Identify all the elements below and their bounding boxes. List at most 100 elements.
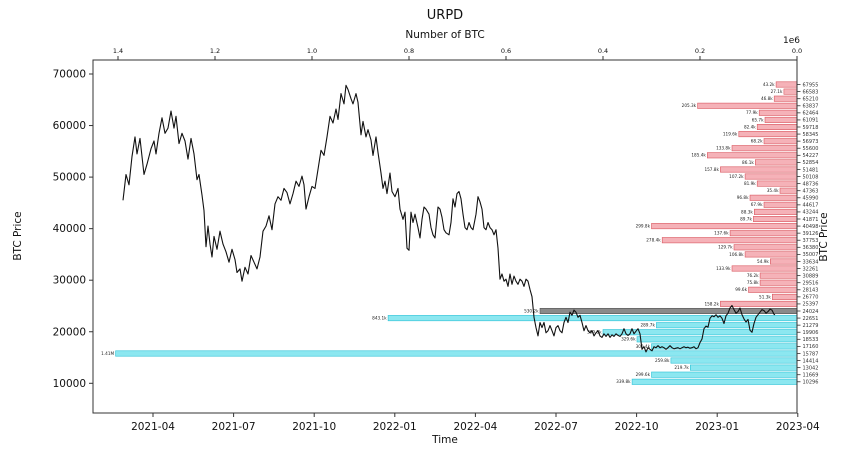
right-axis-price-label: 44617	[803, 203, 819, 209]
right-axis-price-label: 22651	[803, 316, 819, 322]
right-axis-price-label: 25397	[803, 302, 819, 308]
urpd-bar	[731, 145, 798, 152]
urpd-bar	[763, 201, 798, 208]
bar-value-label: 46.8k	[761, 96, 773, 101]
urpd-bar	[636, 336, 798, 343]
bar-value-label: 76.2k	[747, 273, 759, 278]
urpd-bar	[775, 81, 798, 88]
urpd-bar	[769, 258, 798, 265]
right-axis-price-label: 35007	[803, 252, 819, 258]
right-axis-price-label: 10296	[803, 380, 819, 386]
bottom-axis-tick-label: 2023-01	[695, 421, 739, 433]
right-axis-price-label: 17160	[803, 344, 819, 350]
bottom-axis-tick-label: 2022-10	[615, 421, 659, 433]
bar-value-label: 530.2k	[524, 308, 539, 313]
right-axis-price-label: 62464	[803, 111, 819, 117]
right-axis-price-label: 58345	[803, 132, 819, 138]
bar-value-label: 399.8k	[587, 330, 602, 335]
bar-value-label: 35.4k	[767, 188, 779, 193]
bar-value-label: 219.7k	[674, 365, 689, 370]
urpd-bar	[744, 173, 798, 180]
urpd-bar	[764, 116, 798, 123]
bar-value-label: 339.8k	[616, 379, 631, 384]
right-axis-price-label: 61091	[803, 118, 819, 124]
urpd-bar	[744, 251, 798, 258]
right-axis-price-label: 15787	[803, 351, 819, 357]
right-axis-price-label: 48736	[803, 181, 819, 187]
right-axis-price-label: 40498	[803, 224, 819, 230]
right-axis-price-label: 14414	[803, 358, 819, 364]
top-axis-tick-label: 0.4	[598, 47, 608, 55]
bar-value-label: 54.9k	[757, 259, 769, 264]
bar-value-label: 185.4k	[691, 153, 706, 158]
right-axis-price-label: 65210	[803, 97, 819, 103]
right-axis-price-label: 41871	[803, 217, 819, 223]
urpd-bar	[754, 159, 798, 166]
bottom-axis-tick-label: 2023-04	[776, 421, 820, 433]
urpd-bar	[631, 378, 798, 385]
urpd-bar	[773, 95, 798, 102]
right-axis-price-label: 24024	[803, 309, 819, 315]
urpd-bar	[783, 88, 798, 95]
right-axis-price-label: 29516	[803, 281, 819, 287]
bar-value-label: 299.8k	[636, 224, 651, 229]
left-axis-tick-label: 40000	[53, 223, 86, 235]
top-axis-tick-label: 0.0	[792, 47, 802, 55]
bottom-axis-group: 2021-04 2021-07 2021-10 2022-01 2022-04 2022-…	[131, 413, 820, 433]
right-axis-price-label: 66583	[803, 89, 819, 95]
bar-value-label: 259.8k	[655, 358, 670, 363]
right-axis-price-label: 28143	[803, 288, 819, 294]
bar-value-label: 65.7k	[752, 117, 764, 122]
top-axis-tick-label: 0.6	[501, 47, 511, 55]
urpd-bar	[689, 364, 798, 371]
right-axis-price-label: 37753	[803, 238, 819, 244]
left-axis-tick-label: 60000	[53, 120, 86, 132]
urpd-bar	[748, 286, 798, 293]
left-axis-group: 70000 60000 50000 40000 30000 20000 10000	[53, 69, 93, 390]
bottom-axis-tick-label: 2022-04	[453, 421, 497, 433]
chart-title: URPD	[426, 8, 464, 23]
bar-value-label: 27.1k	[771, 89, 783, 94]
bar-value-label: 300.4k	[636, 344, 651, 349]
bar-value-label: 137.6k	[714, 231, 729, 236]
bar-value-label: 133.9k	[716, 266, 731, 271]
top-axis-label: Number of BTC	[405, 29, 485, 41]
right-axis-price-label: 11669	[803, 373, 819, 379]
top-axis-tick-label: 0.2	[695, 47, 705, 55]
bar-value-label: 299.6k	[636, 372, 651, 377]
urpd-bar	[115, 350, 798, 357]
bar-value-label: 107.2k	[729, 174, 744, 179]
right-axis-price-label: 39126	[803, 231, 819, 237]
urpd-bar	[661, 237, 798, 244]
urpd-bar	[729, 230, 798, 237]
urpd-bar	[753, 216, 798, 223]
right-axis-price-label: 26770	[803, 295, 819, 301]
bar-value-label: 86.1k	[742, 160, 754, 165]
bar-value-label: 99.6k	[735, 287, 747, 292]
bar-value-label: 843.1k	[372, 316, 387, 321]
right-axis-price-label: 56973	[803, 139, 819, 145]
bar-value-label: 1.41M	[101, 351, 114, 356]
left-axis-tick-label: 10000	[53, 378, 86, 390]
right-axis-price-label: 32261	[803, 266, 819, 272]
price-line	[122, 84, 776, 353]
right-axis-price-label: 19906	[803, 330, 819, 336]
bar-value-label: 67.9k	[751, 202, 763, 207]
right-axis-price-label: 43244	[803, 210, 819, 216]
right-axis-price-label: 18533	[803, 337, 819, 343]
urpd-bar	[771, 293, 798, 300]
urpd-bar	[756, 124, 798, 131]
urpd-bar	[749, 194, 798, 201]
urpd-bar	[758, 109, 798, 116]
left-axis-tick-label: 30000	[53, 275, 86, 287]
bottom-axis-tick-label: 2021-07	[212, 421, 256, 433]
bar-value-label: 278.4k	[646, 238, 661, 243]
urpd-bar	[670, 357, 798, 364]
right-axis-price-label: 21279	[803, 323, 819, 329]
urpd-bar	[731, 265, 798, 272]
bar-value-label: 329.6k	[621, 337, 636, 342]
top-axis-offset-text: 1e6	[783, 36, 800, 46]
